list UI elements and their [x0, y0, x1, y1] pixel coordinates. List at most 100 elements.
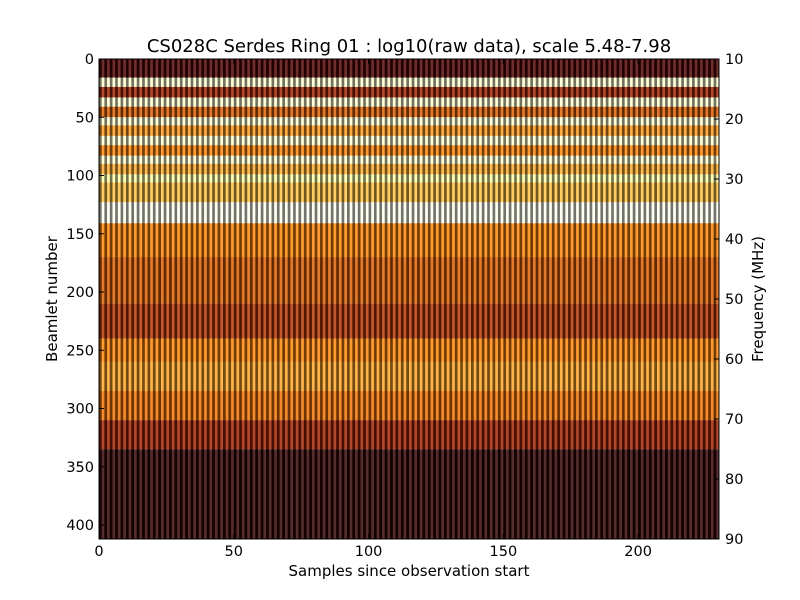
- sample-stripe: [708, 59, 711, 539]
- sample-stripe: [662, 59, 666, 539]
- sample-stripe: [330, 59, 334, 539]
- sample-stripe: [360, 59, 364, 539]
- sample-stripe: [233, 59, 237, 539]
- sample-stripe: [419, 59, 423, 539]
- sample-stripe: [171, 59, 175, 539]
- sample-stripe: [573, 59, 577, 539]
- sample-stripe: [290, 59, 294, 539]
- sample-stripe: [422, 59, 426, 539]
- sample-stripe: [616, 59, 620, 539]
- sample-stripe: [400, 59, 404, 539]
- sample-stripe: [568, 59, 571, 539]
- y-tick-label: 400: [66, 518, 94, 534]
- sample-stripe: [530, 59, 533, 539]
- sample-stripe: [214, 59, 218, 539]
- sample-stripe: [365, 59, 369, 539]
- sample-stripe: [500, 59, 504, 539]
- y2-tick-label: 50: [725, 292, 743, 308]
- sample-stripe: [479, 59, 482, 539]
- sample-stripe: [220, 59, 223, 539]
- sample-stripe: [204, 59, 207, 539]
- x-tick-label: 0: [94, 544, 103, 560]
- sample-stripe: [454, 59, 458, 539]
- sample-stripe: [241, 59, 245, 539]
- sample-stripe: [651, 59, 655, 539]
- sample-stripe: [411, 59, 415, 539]
- x-axis-label: Samples since observation start: [289, 562, 530, 580]
- sample-stripe: [190, 59, 194, 539]
- sample-stripe: [247, 59, 250, 539]
- sample-stripe: [541, 59, 544, 539]
- x-tick-label: 150: [490, 544, 518, 560]
- sample-stripe: [508, 59, 512, 539]
- sample-stripe: [546, 59, 550, 539]
- sample-stripe: [198, 59, 202, 539]
- sample-stripe: [174, 59, 178, 539]
- sample-stripe: [425, 59, 428, 539]
- sample-stripe: [597, 59, 601, 539]
- y2-tick-label: 40: [725, 232, 743, 248]
- sample-stripe: [177, 59, 180, 539]
- sample-stripe: [600, 59, 604, 539]
- sample-stripe: [298, 59, 302, 539]
- sample-stripe: [101, 59, 105, 539]
- sample-stripe: [589, 59, 593, 539]
- sample-stripe: [468, 59, 471, 539]
- sample-stripe: [438, 59, 442, 539]
- sample-stripe: [527, 59, 531, 539]
- sample-stripe: [314, 59, 318, 539]
- sample-stripe: [231, 59, 234, 539]
- sample-stripe: [559, 59, 563, 539]
- sample-stripe: [522, 59, 525, 539]
- sample-stripe: [306, 59, 310, 539]
- sample-stripe: [209, 59, 213, 539]
- sample-stripe: [179, 59, 183, 539]
- sample-stripe: [206, 59, 210, 539]
- sample-stripe: [433, 59, 436, 539]
- sample-stripe: [511, 59, 515, 539]
- sample-stripe: [282, 59, 285, 539]
- sample-stripe: [630, 59, 633, 539]
- sample-stripe: [487, 59, 490, 539]
- sample-stripe: [373, 59, 377, 539]
- sample-stripe: [382, 59, 385, 539]
- sample-stripe: [570, 59, 574, 539]
- sample-stripe: [657, 59, 660, 539]
- sample-stripe: [390, 59, 393, 539]
- sample-stripe: [136, 59, 140, 539]
- sample-stripe: [489, 59, 493, 539]
- sample-stripe: [403, 59, 407, 539]
- sample-stripe: [131, 59, 135, 539]
- sample-stripe: [619, 59, 622, 539]
- sample-stripe: [128, 59, 132, 539]
- sample-stripe: [258, 59, 261, 539]
- sample-stripe: [193, 59, 197, 539]
- sample-stripe: [155, 59, 159, 539]
- sample-stripe: [252, 59, 256, 539]
- sample-stripe: [473, 59, 477, 539]
- sample-stripe: [471, 59, 474, 539]
- sample-stripe: [357, 59, 361, 539]
- y-tick-label: 250: [66, 343, 94, 359]
- sample-stripe: [702, 59, 706, 539]
- sample-stripe: [311, 59, 315, 539]
- sample-stripe: [503, 59, 507, 539]
- y2-tick-label: 60: [725, 352, 743, 368]
- sample-stripe: [694, 59, 698, 539]
- sample-stripe: [635, 59, 639, 539]
- sample-stripe: [427, 59, 431, 539]
- sample-stripe: [158, 59, 161, 539]
- sample-stripe: [621, 59, 625, 539]
- sample-stripe: [139, 59, 143, 539]
- sample-stripe: [301, 59, 304, 539]
- sample-stripe: [667, 59, 671, 539]
- sample-stripe: [683, 59, 687, 539]
- y-tick-label: 50: [76, 110, 94, 126]
- x-tick-label: 50: [225, 544, 243, 560]
- sample-stripe: [325, 59, 329, 539]
- sample-stripe: [134, 59, 137, 539]
- sample-stripe: [565, 59, 569, 539]
- sample-stripe: [692, 59, 695, 539]
- y2-axis-label: Frequency (MHz): [749, 236, 767, 362]
- sample-stripe: [646, 59, 649, 539]
